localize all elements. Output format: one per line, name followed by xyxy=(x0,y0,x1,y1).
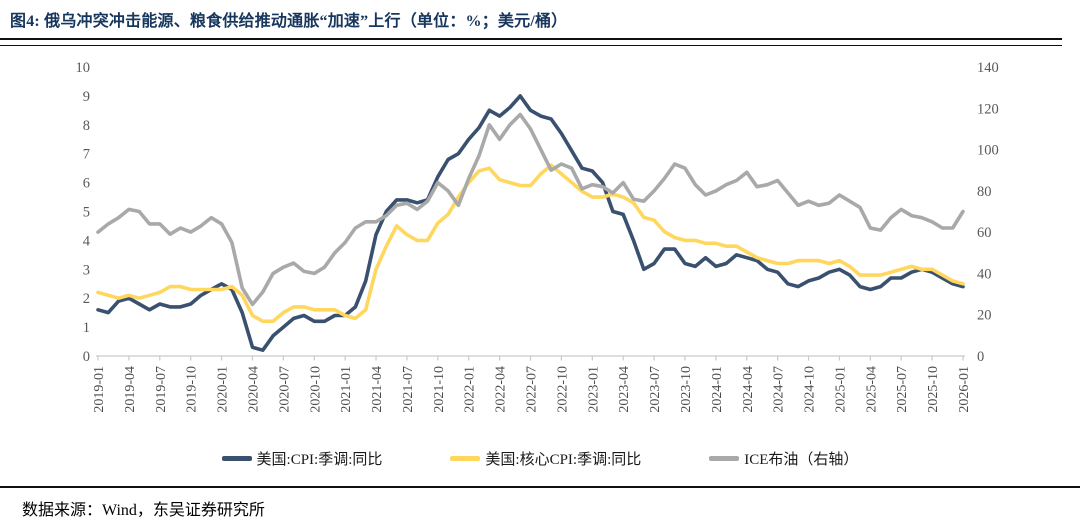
x-axis-label: 2025-07 xyxy=(895,366,910,413)
left-axis-label: 5 xyxy=(83,205,90,221)
left-axis-label: 8 xyxy=(83,118,90,134)
x-axis-label: 2024-04 xyxy=(741,366,756,413)
x-axis-label: 2024-07 xyxy=(772,366,787,413)
chart-legend: 美国:CPI:季调:同比 美国:核心CPI:季调:同比 ICE布油（右轴） xyxy=(0,448,1080,469)
right-axis-label: 120 xyxy=(977,101,999,117)
left-axis-label: 9 xyxy=(83,89,90,105)
left-axis-label: 2 xyxy=(83,291,90,307)
x-axis-label: 2021-10 xyxy=(432,366,447,413)
right-axis-label: 100 xyxy=(977,143,999,159)
legend-item-us-core-cpi[interactable]: 美国:核心CPI:季调:同比 xyxy=(450,448,641,469)
x-axis-label: 2021-04 xyxy=(370,366,385,413)
x-axis-label: 2019-04 xyxy=(123,366,138,413)
us-cpi-line[interactable] xyxy=(96,94,965,353)
left-axis-label: 1 xyxy=(83,320,90,336)
us-cpi-line-swatch xyxy=(221,456,252,461)
right-axis-label: 20 xyxy=(977,308,992,324)
right-axis-label: 40 xyxy=(977,266,992,282)
title-divider xyxy=(0,38,1062,46)
legend-item-ice-brent[interactable]: ICE布油（右轴） xyxy=(709,448,858,469)
x-axis-label: 2019-10 xyxy=(185,366,200,413)
figure-title: 图4: 俄乌冲突冲击能源、粮食供给推动通胀“加速”上行（单位：%；美元/桶） xyxy=(10,13,568,30)
line-chart: 2019-01 2019-04 2019-07 2019-10 2020-01 2020-… xyxy=(76,60,999,413)
x-axis-label: 2023-01 xyxy=(586,366,601,413)
x-axis-label: 2023-07 xyxy=(648,366,663,413)
footer-divider xyxy=(0,486,1080,488)
us-core-cpi-line[interactable] xyxy=(96,163,965,324)
ice-brent-line-swatch xyxy=(709,456,740,461)
x-axis-label: 2026-01 xyxy=(957,366,972,413)
right-axis-label: 80 xyxy=(977,184,992,200)
left-axis-label: 0 xyxy=(83,349,90,365)
x-axis-label: 2023-04 xyxy=(617,366,632,413)
x-axis-label: 2024-01 xyxy=(710,366,725,413)
x-axis-label: 2022-10 xyxy=(555,366,570,413)
x-axis-label: 2021-07 xyxy=(401,366,416,413)
left-axis-label: 6 xyxy=(83,176,90,192)
x-axis-label: 2020-01 xyxy=(216,366,231,413)
x-axis-label: 2025-10 xyxy=(926,366,941,413)
right-axis-label: 60 xyxy=(977,225,992,241)
ice-brent-line[interactable] xyxy=(96,112,965,307)
right-axis-label: 0 xyxy=(977,349,984,365)
x-axis-label: 2025-04 xyxy=(864,366,879,413)
x-axis-label: 2019-01 xyxy=(92,366,107,413)
x-axis-label: 2022-01 xyxy=(463,366,478,413)
x-axis-label: 2024-10 xyxy=(803,366,818,413)
x-axis-label: 2019-07 xyxy=(154,366,169,413)
data-source: 数据来源：Wind，东吴证券研究所 xyxy=(22,502,265,519)
legend-item-us-cpi[interactable]: 美国:CPI:季调:同比 xyxy=(221,448,383,469)
x-axis-label: 2020-10 xyxy=(308,366,323,413)
x-axis-label: 2021-01 xyxy=(339,366,354,413)
x-axis-label: 2025-01 xyxy=(833,366,848,413)
left-axis-label: 4 xyxy=(83,233,91,249)
legend-label: ICE布油（右轴） xyxy=(744,452,859,468)
left-axis-label: 3 xyxy=(83,262,90,278)
legend-label: 美国:核心CPI:季调:同比 xyxy=(485,452,642,468)
left-axis-label: 7 xyxy=(83,147,90,163)
x-axis-label: 2022-07 xyxy=(525,366,540,413)
us-core-cpi-line-swatch xyxy=(450,456,481,461)
x-axis-label: 2020-04 xyxy=(246,366,261,413)
right-axis-label: 140 xyxy=(977,60,999,76)
legend-label: 美国:CPI:季调:同比 xyxy=(256,452,383,468)
left-axis-label: 10 xyxy=(76,60,91,76)
x-axis-label: 2022-04 xyxy=(494,366,509,413)
x-axis-label: 2023-10 xyxy=(679,366,694,413)
x-axis-label: 2020-07 xyxy=(277,366,292,413)
